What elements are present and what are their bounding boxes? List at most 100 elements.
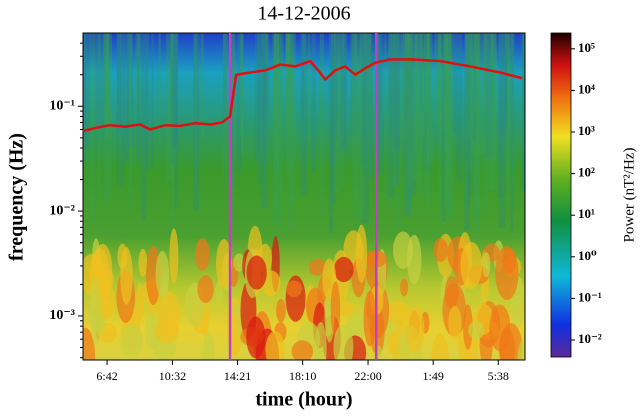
texture-blob [308, 258, 327, 276]
x-axis-label: time (hour) [255, 389, 352, 411]
x-tick-label: 22:00 [354, 369, 381, 383]
x-tick-label: 1:49 [422, 369, 443, 383]
texture-streak [446, 33, 451, 217]
texture-streak [287, 33, 294, 231]
texture-streak [286, 33, 291, 178]
texture-streak [469, 33, 473, 196]
texture-streak [200, 33, 204, 139]
texture-streak [338, 33, 345, 189]
texture-blob [400, 278, 409, 297]
texture-streak [272, 33, 276, 226]
texture-streak [414, 33, 418, 149]
texture-blob [387, 300, 410, 325]
texture-streak [438, 33, 442, 224]
texture-streak [487, 33, 494, 190]
texture-streak [135, 33, 140, 114]
spectrogram-texture [83, 33, 525, 360]
texture-streak [138, 33, 141, 114]
texture-blob [157, 291, 181, 338]
frequency-line [82, 58, 523, 133]
x-tick-label: 14:21 [224, 369, 251, 383]
texture-streak [95, 33, 102, 127]
texture-blob [393, 231, 414, 269]
texture-blob [265, 331, 285, 360]
texture-streak [423, 33, 431, 171]
plot-frame [82, 32, 526, 361]
texture-streak [103, 33, 109, 207]
texture-streak [419, 33, 423, 115]
texture-streak [333, 33, 340, 193]
texture-streak [442, 33, 446, 222]
texture-blob [495, 246, 519, 301]
texture-streak [402, 33, 408, 142]
colorbar [550, 32, 572, 358]
texture-blob [246, 255, 267, 290]
texture-streak [151, 33, 154, 171]
texture-streak [101, 33, 105, 137]
texture-streak [361, 33, 367, 166]
texture-blob [202, 330, 215, 360]
texture-streak [464, 33, 468, 215]
texture-blob [144, 313, 162, 350]
texture-blob [448, 305, 462, 341]
texture-streak [388, 33, 393, 209]
texture-streak [401, 33, 404, 129]
texture-blob [433, 238, 448, 263]
texture-streak [445, 33, 452, 205]
colorbar-tick-label: 10³ [578, 123, 595, 138]
texture-blob [468, 321, 485, 340]
texture-streak [467, 33, 473, 173]
texture-streak [490, 33, 497, 128]
texture-blob [197, 275, 214, 304]
texture-streak [311, 33, 316, 173]
texture-streak [508, 33, 515, 193]
texture-blob [89, 287, 103, 344]
texture-blob [489, 304, 511, 352]
texture-streak [193, 33, 200, 211]
texture-streak [410, 33, 416, 196]
texture-streak [116, 33, 119, 188]
texture-streak [504, 33, 507, 135]
colorbar-tick-label: 10¹ [578, 206, 595, 221]
texture-blob [138, 248, 148, 277]
texture-streak [342, 33, 347, 153]
texture-streak [491, 33, 497, 191]
texture-streak [285, 33, 291, 130]
texture-streak [486, 33, 493, 158]
colorbar-tick-label: 10⁴ [578, 81, 595, 96]
texture-streak [350, 33, 358, 137]
texture-streak [166, 33, 173, 181]
texture-streak [368, 33, 371, 173]
colorbar-tick-label: 10² [578, 165, 595, 180]
texture-streak [403, 33, 410, 118]
texture-streak [523, 33, 525, 189]
texture-streak [335, 33, 339, 139]
texture-streak [473, 33, 480, 233]
texture-streak [340, 33, 347, 150]
texture-streak [303, 33, 306, 127]
texture-streak [480, 33, 487, 154]
texture-streak [456, 33, 463, 182]
texture-streak [257, 33, 261, 184]
texture-streak [472, 33, 477, 142]
texture-blob [286, 280, 302, 298]
texture-streak [453, 33, 457, 132]
texture-streak [358, 33, 365, 220]
texture-streak [392, 33, 397, 187]
texture-streak [123, 33, 129, 162]
texture-streak [444, 33, 448, 158]
texture-streak [307, 33, 311, 139]
texture-streak [239, 33, 244, 138]
texture-streak [301, 33, 305, 121]
texture-streak [359, 33, 363, 211]
texture-streak [106, 33, 112, 198]
texture-blob [169, 228, 179, 284]
texture-streak [405, 33, 412, 121]
texture-streak [289, 33, 296, 201]
texture-streak [273, 33, 280, 174]
texture-streak [223, 33, 227, 122]
y-axis-label: frequency (Hz) [6, 133, 28, 261]
texture-streak [501, 33, 508, 135]
texture-streak [351, 33, 357, 204]
